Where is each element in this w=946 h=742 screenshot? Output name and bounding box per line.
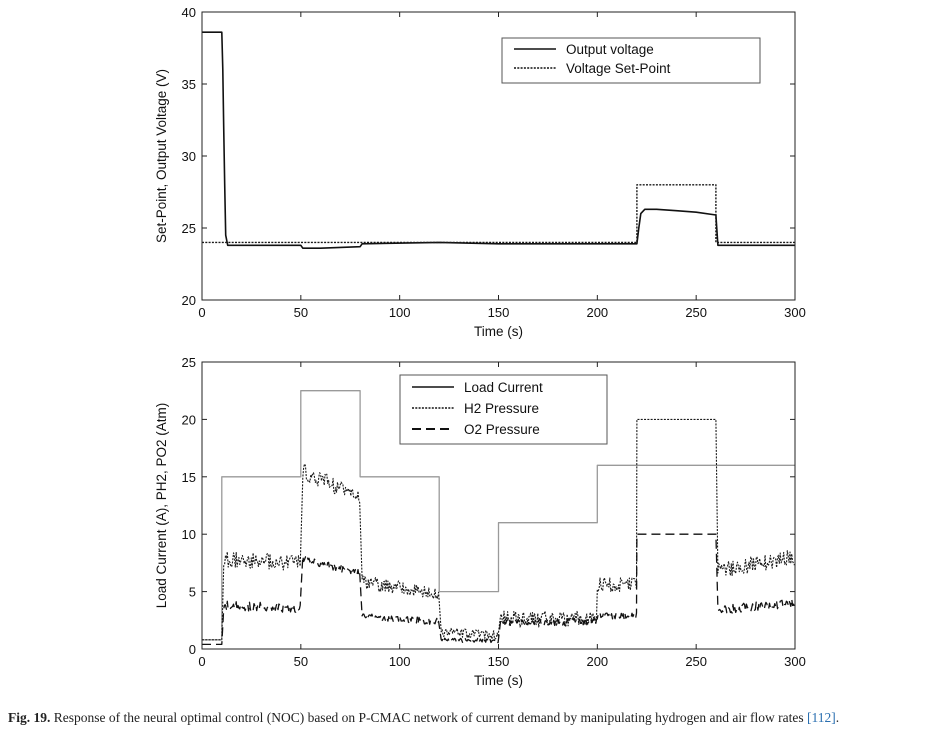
y-tick-label: 20	[182, 412, 196, 427]
y-tick-label: 15	[182, 470, 196, 485]
x-tick-label: 50	[294, 305, 308, 320]
legend-entry: O2 Pressure	[464, 422, 540, 437]
y-tick-label: 0	[189, 642, 196, 657]
current-pressure-panel: 0 50 100 150 200 250 300 0 5 10 15 20 25 Time (s) Load…	[154, 355, 806, 688]
x-tick-label: 150	[488, 654, 510, 669]
x-tick-label: 300	[784, 305, 806, 320]
y-tick-label: 20	[182, 293, 196, 308]
plot-area	[202, 390, 795, 646]
y-tick-label: 30	[182, 149, 196, 164]
y-axis-label: Load Current (A), PH2, PO2 (Atm)	[154, 403, 169, 609]
y-tick-label: 25	[182, 355, 196, 370]
voltage-panel: 0 50 100 150 200 250 300 20 25 30 35 40 Time (s) Set-…	[154, 5, 806, 339]
y-tick-label: 5	[189, 585, 196, 600]
x-tick-label: 0	[198, 654, 205, 669]
y-tick-label: 40	[182, 5, 196, 20]
series-voltage-set-point-line	[202, 184, 795, 244]
x-tick-label: 250	[685, 654, 707, 669]
legend-entry: Output voltage	[566, 42, 654, 57]
y-tick-label: 10	[182, 527, 196, 542]
y-tick-label: 25	[182, 221, 196, 236]
legend-entry: H2 Pressure	[464, 401, 539, 416]
x-tick-label: 50	[294, 654, 308, 669]
caption-text: Response of the neural optimal control (…	[53, 710, 804, 725]
x-tick-label: 200	[586, 305, 608, 320]
legend-entry: Voltage Set-Point	[566, 61, 671, 76]
caption-reference-link[interactable]: [112]	[806, 710, 836, 725]
caption-label: Fig. 19.	[8, 710, 51, 725]
x-tick-label: 250	[685, 305, 707, 320]
y-tick-label: 35	[182, 77, 196, 92]
x-tick-label: 100	[389, 654, 411, 669]
legend-box	[501, 37, 761, 84]
series-o2-pressure-line	[202, 533, 795, 646]
figure-caption: Fig. 19. Response of the neural optimal …	[8, 710, 943, 726]
x-axis-label: Time (s)	[474, 673, 523, 688]
x-axis-label: Time (s)	[474, 324, 523, 339]
series-output-voltage-line	[202, 31, 795, 249]
caption-period: .	[835, 710, 840, 725]
y-axis-label: Set-Point, Output Voltage (V)	[154, 69, 169, 243]
legend-entry: Load Current	[464, 380, 543, 395]
x-tick-label: 100	[389, 305, 411, 320]
x-tick-label: 0	[198, 305, 205, 320]
series-load-current-line	[202, 390, 795, 641]
x-tick-label: 200	[586, 654, 608, 669]
plot-area	[202, 31, 795, 249]
x-tick-label: 300	[784, 654, 806, 669]
x-tick-label: 150	[488, 305, 510, 320]
series-h2-pressure-line	[202, 418, 795, 641]
